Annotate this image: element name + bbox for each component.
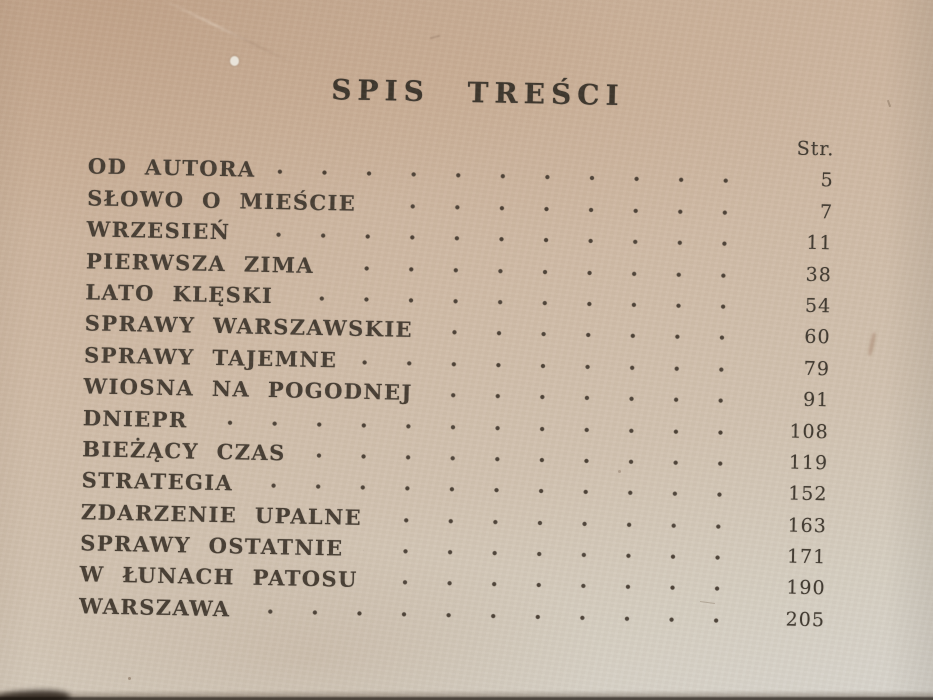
- entry-page-number: 108: [789, 420, 829, 443]
- entry-page-number: 79: [803, 357, 831, 381]
- entry-title: W ŁUNACH PATOSU: [79, 561, 359, 593]
- entry-page-number: 60: [804, 326, 831, 349]
- entry-page-number: 54: [804, 294, 832, 318]
- dot-leader: [293, 295, 746, 310]
- dot-leader: [275, 169, 748, 184]
- entry-page-number: 171: [786, 545, 827, 569]
- dot-leader: [377, 579, 740, 592]
- dot-leader: [382, 517, 741, 530]
- page-column-header: Str.: [796, 137, 835, 161]
- entry-page-number: 119: [788, 451, 829, 475]
- entry-title: OD AUTORA: [87, 153, 256, 183]
- entry-title: SŁOWO O MIEŚCIE: [87, 185, 357, 216]
- dot-leader: [432, 392, 744, 404]
- entry-title: ZDARZENIE UPALNE: [80, 498, 363, 530]
- entry-title: BIEŻĄCY CZAS: [81, 436, 286, 466]
- entry-title: WARSZAWA: [78, 593, 231, 622]
- entry-page-number: 190: [786, 576, 826, 600]
- dot-leader: [250, 608, 739, 624]
- dot-leader: [376, 202, 748, 216]
- dot-leader: [357, 359, 744, 373]
- entry-page-number: 7: [819, 200, 834, 224]
- entry-title: LATO KLĘSKI: [85, 279, 274, 309]
- dot-leader: [250, 231, 747, 247]
- entry-page-number: 152: [787, 482, 828, 506]
- toc-list: Str. OD AUTORA 5 SŁOWO O MIEŚCIE 7 WRZES…: [79, 122, 835, 634]
- entry-page-number: 38: [805, 263, 833, 286]
- dot-leader: [305, 452, 743, 467]
- dot-leader: [334, 264, 746, 279]
- entry-title: PIERWSZA ZIMA: [85, 247, 315, 278]
- page-title: SPIS TREŚCI: [330, 73, 625, 113]
- entry-title: SPRAWY OSTATNIE: [80, 530, 344, 561]
- entry-page-number: 205: [785, 608, 826, 632]
- entry-title: SPRAWY TAJEMNE: [83, 342, 338, 373]
- dot-leader: [363, 548, 741, 561]
- dot-leader: [207, 419, 743, 436]
- entry-page-number: 163: [787, 514, 828, 537]
- entry-title: WRZESIEŃ: [86, 216, 231, 245]
- dot-leader: [432, 329, 745, 341]
- entry-page-number: 5: [820, 169, 834, 192]
- entry-page-number: 91: [802, 388, 830, 412]
- dot-leader: [253, 483, 742, 498]
- entry-title: STRATEGIA: [81, 467, 234, 496]
- entry-page-number: 11: [806, 231, 833, 255]
- entry-title: DNIEPR: [82, 404, 188, 432]
